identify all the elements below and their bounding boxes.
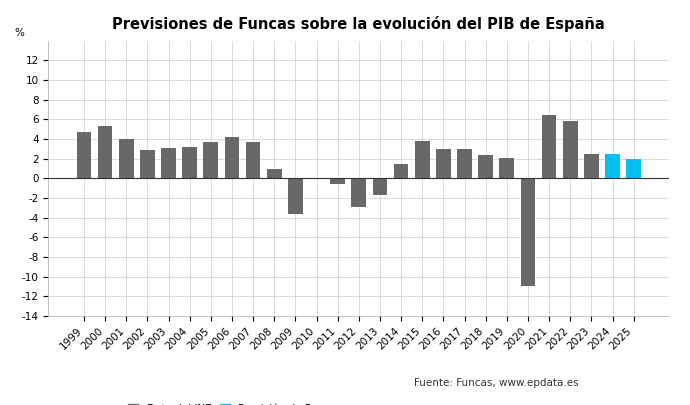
Bar [394, 164, 408, 178]
Bar [627, 158, 641, 178]
Text: Fuente: Funcas, www.epdata.es: Fuente: Funcas, www.epdata.es [414, 378, 579, 388]
Bar [140, 150, 155, 178]
Bar [373, 178, 387, 195]
Text: %: % [14, 28, 24, 38]
Bar [246, 142, 261, 178]
Bar [563, 121, 578, 178]
Bar [478, 155, 493, 178]
Bar [436, 149, 451, 178]
Bar [77, 132, 91, 178]
Bar [182, 147, 197, 178]
Legend: Dato del INE, Previsión de Funcas: Dato del INE, Previsión de Funcas [128, 404, 342, 405]
Bar [204, 142, 218, 178]
Bar [267, 169, 282, 178]
Bar [605, 153, 620, 178]
Bar [457, 149, 472, 178]
Bar [224, 137, 239, 178]
Bar [288, 178, 303, 213]
Bar [161, 148, 176, 178]
Bar [520, 178, 535, 286]
Bar [119, 139, 134, 178]
Bar [542, 115, 557, 178]
Bar [98, 126, 112, 178]
Bar [500, 158, 514, 178]
Bar [584, 153, 599, 178]
Bar [331, 178, 345, 184]
Title: Previsiones de Funcas sobre la evolución del PIB de España: Previsiones de Funcas sobre la evolución… [112, 16, 605, 32]
Bar [351, 178, 366, 207]
Bar [415, 141, 430, 178]
